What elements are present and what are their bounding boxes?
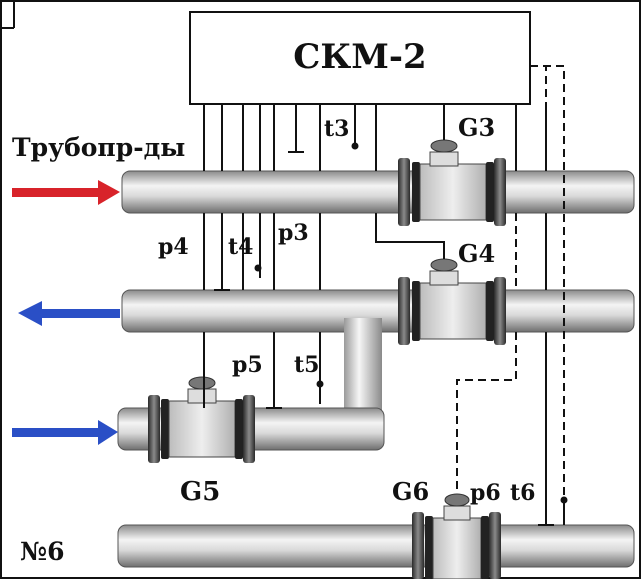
t5-probe xyxy=(316,380,324,388)
return-arrow xyxy=(18,301,120,326)
dashed-wires xyxy=(456,65,565,500)
device-label: СКМ-2 xyxy=(293,37,426,77)
flowmeter-g6 xyxy=(412,493,501,579)
g4-label: G4 xyxy=(458,239,495,268)
pipelines-label: Трубопр-ды xyxy=(12,133,185,162)
skm2-unit xyxy=(189,11,531,105)
signal-wires xyxy=(203,104,565,526)
flowmeter-g4 xyxy=(398,258,506,345)
supply-arrow xyxy=(12,180,120,205)
flowmeter-g5 xyxy=(148,376,255,463)
pipe6-label: №6 xyxy=(20,537,65,566)
t3-label: t3 xyxy=(324,116,349,142)
p5-label: p5 xyxy=(232,352,263,378)
pipe-6 xyxy=(117,524,635,568)
t3-probe xyxy=(351,142,359,150)
t4-label: t4 xyxy=(228,234,253,260)
pipe-1 xyxy=(121,170,635,214)
g3-label: G3 xyxy=(458,113,495,142)
g5-label: G5 xyxy=(180,477,220,507)
t6-label: t6 xyxy=(510,480,535,506)
t5-label: t5 xyxy=(294,352,319,378)
p3-label: p3 xyxy=(278,220,309,246)
t4-probe xyxy=(254,264,262,272)
t6-probe xyxy=(560,496,568,504)
p6-label: p6 xyxy=(470,480,501,506)
flowmeter-g3 xyxy=(398,139,506,226)
p4-label: p4 xyxy=(158,234,189,260)
makeup-arrow xyxy=(12,420,118,445)
g6-label: G6 xyxy=(392,477,429,506)
